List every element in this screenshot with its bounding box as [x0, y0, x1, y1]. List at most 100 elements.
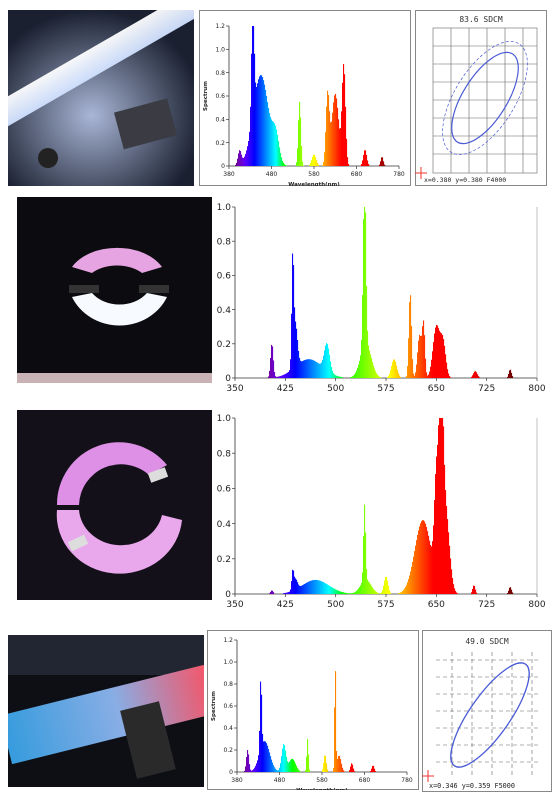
spectrum-bar — [400, 592, 402, 594]
spectrum-bar — [450, 377, 452, 378]
spectrum-bar — [415, 545, 417, 594]
spectrum-bar — [434, 500, 436, 594]
spectrum-bar — [326, 106, 328, 166]
spectrum-bar — [380, 593, 382, 594]
spectrum-bar — [302, 161, 304, 166]
spectrum-bar — [439, 418, 441, 594]
spectrum-bar — [331, 121, 333, 166]
spectrum-bar — [322, 581, 324, 594]
spectrum-bar — [363, 536, 365, 594]
spectrum-bar — [263, 741, 265, 772]
x-tick-label: 380 — [231, 777, 243, 784]
spectrum-bar — [246, 150, 248, 166]
x-tick-label: 725 — [478, 600, 495, 610]
spectrum-bar — [449, 376, 451, 378]
spectrum-bar — [315, 156, 317, 166]
spectrum-chart-3: 0 0.2 0.4 0.6 0.8 1.0 350 425 500 575 650 725 800 — [215, 410, 545, 610]
spectrum-bar — [368, 345, 370, 378]
y-tick-label: 0 — [225, 374, 231, 384]
spectrum-bar — [241, 154, 243, 166]
spectrum-bar — [429, 540, 431, 594]
spectrum-bar — [355, 372, 357, 378]
spectrum-bar — [475, 371, 477, 378]
spectrum-bar — [334, 95, 336, 166]
spectrum-bar — [263, 80, 265, 166]
spectrum-bar — [303, 584, 305, 594]
spectrum-bar — [355, 591, 357, 594]
spectrum-bar — [294, 576, 296, 594]
spectrum-bar — [402, 591, 404, 594]
panel-border — [207, 630, 419, 790]
spectrum-bar — [247, 146, 249, 166]
spectrum-bar — [293, 759, 295, 772]
spectrum-bar — [404, 588, 406, 594]
spectrum-bar — [329, 111, 331, 166]
spectrum-bar — [285, 373, 287, 378]
spectrum-bar — [442, 418, 444, 594]
spectrum-bar — [244, 156, 246, 166]
spectrum-bar — [255, 82, 257, 166]
spectrum-bar — [381, 157, 383, 166]
spectrum-bar — [311, 160, 313, 166]
spectrum-bar — [284, 164, 286, 166]
spectrum-bar — [350, 766, 352, 772]
spectrum-bar — [387, 580, 389, 594]
spectrum-bar — [281, 375, 283, 378]
spectrum-bar — [287, 592, 289, 594]
spectrum-bar — [250, 106, 252, 166]
spectrum-bar — [338, 376, 340, 378]
spectrum-bar — [380, 377, 382, 378]
spectrum-bar — [334, 707, 336, 772]
spectrum-bar — [401, 591, 403, 594]
y-tick-label: 0.4 — [215, 116, 225, 123]
spectrum-bar — [417, 352, 419, 378]
spectrum-bar — [365, 150, 367, 166]
spectrum-bar — [290, 359, 292, 378]
x-tick-label: 380 — [223, 171, 235, 178]
spectrum-bar — [280, 375, 282, 378]
spectrum-bar — [367, 330, 369, 378]
spectrum-bar — [348, 593, 350, 594]
spectrum-bar — [276, 129, 278, 166]
spectrum-bar — [255, 765, 257, 772]
spectrum-bar — [274, 767, 276, 772]
spectrum-bar — [313, 360, 315, 378]
spectrum-bar — [266, 743, 268, 772]
spectrum-bar — [383, 585, 385, 594]
spectrum-bar — [239, 150, 241, 166]
spectrum-bar — [352, 764, 354, 772]
spectrum-bar — [299, 585, 301, 594]
x-tick-label: 350 — [226, 600, 243, 610]
spectrum-bar — [339, 591, 341, 594]
spectrum-bar — [329, 585, 331, 594]
spectrum-bar — [330, 361, 332, 378]
spectrum-bar — [362, 295, 364, 378]
y-tick-label: 0 — [221, 163, 225, 170]
spectrum-bar — [289, 591, 291, 594]
spectrum-bar — [287, 761, 289, 772]
spectrum-bar — [382, 589, 384, 594]
spectrum-bar — [432, 541, 434, 594]
x-tick-label: 580 — [316, 777, 328, 784]
spectrum-bar — [286, 756, 288, 772]
spectrum-bar — [306, 582, 308, 594]
spectrum-bar — [511, 372, 513, 378]
spectrum-bar — [288, 371, 290, 378]
spectrum-bar — [304, 360, 306, 378]
spectrum-bar — [413, 556, 415, 594]
spectrum-bar — [507, 376, 509, 378]
spectrum-bar — [365, 212, 367, 378]
spectrum-bar — [291, 759, 293, 772]
spectrum-bar — [371, 768, 373, 772]
spectrum-bar — [300, 586, 302, 594]
spectrum-bar — [388, 375, 390, 378]
spectrum-bar — [249, 764, 251, 772]
spectrum-bar — [411, 326, 413, 378]
spectrum-bar — [297, 582, 299, 594]
spectrum-bar — [308, 359, 310, 378]
spectrum-bar — [435, 327, 437, 378]
spectrum-bar — [272, 346, 274, 378]
cie-diagram-1: 83.6 SDCM x=0.380 y=0.380 F4000 — [415, 10, 547, 186]
spectrum-bar — [435, 474, 437, 594]
spectrum-bar — [306, 756, 308, 772]
